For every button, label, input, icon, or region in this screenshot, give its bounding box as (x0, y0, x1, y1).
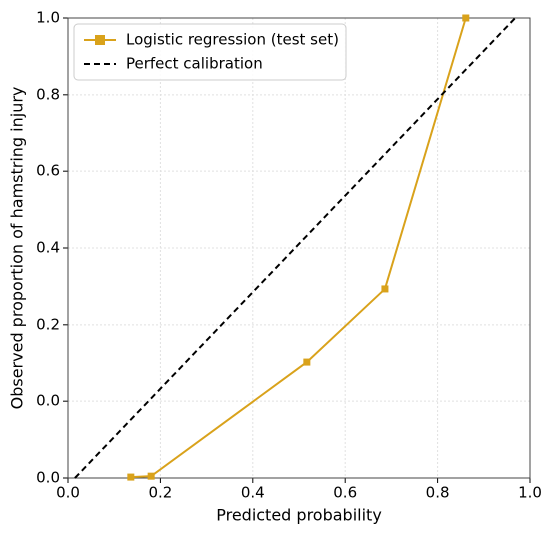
x-tick-label: 0.2 (148, 484, 172, 502)
y-tick-label: 0.6 (36, 162, 60, 180)
x-axis-label: Predicted probability (216, 506, 382, 525)
legend-box (73, 23, 347, 81)
legend-label: Perfect calibration (126, 55, 263, 73)
point (303, 358, 311, 366)
x-tick-label: 0.6 (333, 484, 357, 502)
point (381, 285, 389, 293)
y-tick-label: 0.8 (36, 85, 60, 103)
x-tick-label: 0.0 (56, 484, 80, 502)
x-tick-label: 0.8 (426, 484, 450, 502)
x-tick-label: 0.4 (241, 484, 265, 502)
y-tick-label: 0.4 (36, 239, 60, 257)
y-axis-label: Observed proportion of hamstring injury (8, 87, 27, 410)
y-tick-label: 0.0 (36, 392, 60, 410)
point (462, 14, 470, 22)
y-tick-label: 1.0 (36, 9, 60, 27)
legend-marker (95, 35, 105, 45)
y-tick-label: 0.0 (36, 469, 60, 487)
legend-label: Logistic regression (test set) (126, 31, 339, 49)
point (147, 472, 155, 480)
point (127, 473, 135, 481)
plot-frame (67, 17, 531, 479)
x-tick-label: 1.0 (518, 484, 542, 502)
series-line (74, 17, 516, 479)
y-tick-label: 0.2 (36, 315, 60, 333)
